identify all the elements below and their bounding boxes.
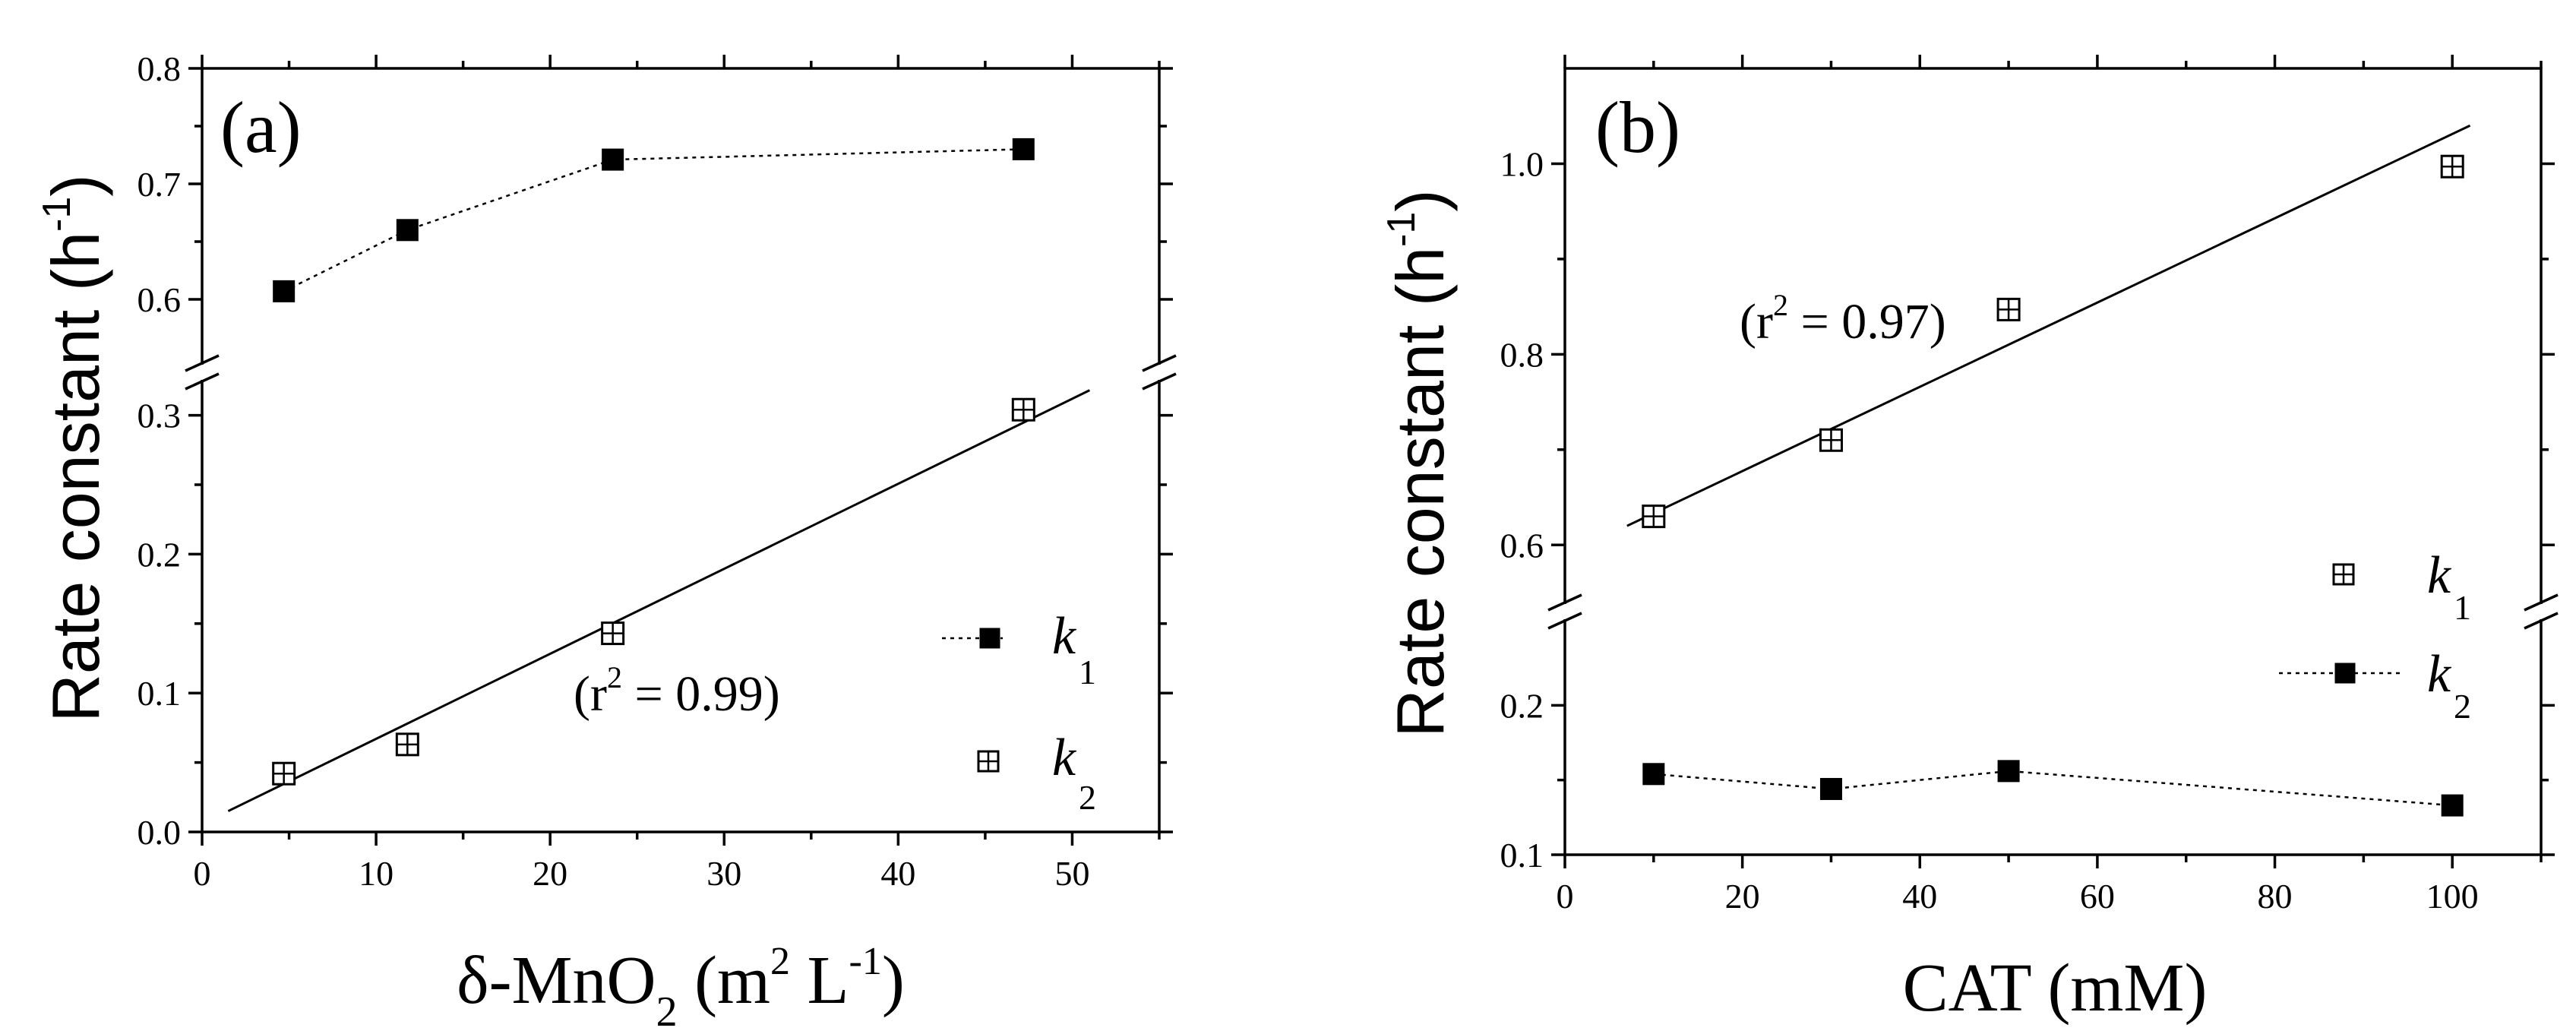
y-tick-label: 0.3 xyxy=(137,397,182,435)
y-tick-label: 0.6 xyxy=(1500,526,1544,565)
axis-break-slash xyxy=(1142,354,1177,372)
point-k1 xyxy=(1819,428,1843,452)
panel-a-r2-annotation: (r2 = 0.99) xyxy=(574,660,780,722)
panel-b-r2-annotation: (r2 = 0.97) xyxy=(1740,288,1946,349)
panel-a-label: (a) xyxy=(220,87,302,168)
x-tick-label: 40 xyxy=(880,854,915,893)
panel-a-axis-break xyxy=(185,354,1177,391)
x-tick-label: 80 xyxy=(2258,877,2293,916)
panel-b-x-ticks: 0 20 40 60 80 100 xyxy=(1557,55,2543,916)
point-k2 xyxy=(1997,760,2020,783)
panel-a-x-ticks: 0 10 20 30 40 50 xyxy=(194,55,1161,893)
x-tick-label: 20 xyxy=(1725,877,1760,916)
axis-break-slash xyxy=(1547,593,1582,612)
legend-b-k1-sub: 1 xyxy=(2454,588,2471,627)
x-tick-label: 10 xyxy=(359,854,394,893)
panel-a-y-ticks: 0.0 0.1 0.2 0.3 0.6 0.7 0.8 xyxy=(137,49,1173,852)
axis-break-slash xyxy=(185,372,220,391)
panel-b-y-axis-title: Rate constant (h-1) xyxy=(1380,189,1458,737)
panel-b-label: (b) xyxy=(1595,87,1680,168)
axis-break-slash xyxy=(2524,593,2559,612)
fit-line xyxy=(227,389,1091,812)
y-tick-label: 0.7 xyxy=(137,165,182,204)
panel-a-lines xyxy=(227,148,1091,812)
point-k2 xyxy=(1819,777,1842,800)
panel-a: 0 10 20 30 40 50 0.0 0.1 0.2 0.3 0.6 0.7 0.8 (a) (r… xyxy=(35,49,1177,1031)
y-tick-label: 1.0 xyxy=(1500,144,1544,183)
panel-b-axis-break xyxy=(1547,593,2559,630)
point-k1 xyxy=(2440,154,2464,179)
y-tick-label: 0.1 xyxy=(137,674,182,713)
axis-break-slash xyxy=(1547,612,1582,630)
panel-b-frame xyxy=(1563,67,2543,856)
panel-a-y-axis-title: Rate constant (h-1) xyxy=(35,174,113,722)
y-tick-label: 0.2 xyxy=(1500,686,1544,725)
fit-line xyxy=(1626,124,2471,527)
y-tick-label: 0.8 xyxy=(1500,335,1544,374)
x-tick-label: 60 xyxy=(2080,877,2115,916)
y-tick-label: 0.2 xyxy=(137,535,182,574)
y-tick-label: 0.8 xyxy=(137,49,182,88)
panel-b: 0 20 40 60 80 100 0.1 0.2 0.6 0.8 1.0 (b) (r2 = 0… xyxy=(1380,55,2559,1026)
point-k1 xyxy=(1996,297,2021,321)
axis-break-gap xyxy=(198,365,207,380)
axis-break-slash xyxy=(185,354,220,372)
series-k2-line xyxy=(1653,770,2453,807)
point-k2 xyxy=(395,732,419,757)
point-k1 xyxy=(602,148,624,171)
panel-a-x-axis-title: δ-MnO2 (m2 L-1) xyxy=(457,940,905,1031)
point-k2 xyxy=(272,761,296,786)
series-k1-line xyxy=(283,148,1024,293)
legend-a-k1-sub: 1 xyxy=(1079,653,1096,691)
axis-break-gap xyxy=(1155,365,1164,380)
x-tick-label: 0 xyxy=(194,854,211,893)
panel-a-legend: k 1 k 2 xyxy=(942,607,1096,817)
y-tick-label: 0.6 xyxy=(137,280,182,319)
point-k1 xyxy=(273,280,296,302)
legend-a-k2-label: k xyxy=(1052,729,1077,787)
legend-b-k1-marker xyxy=(2332,563,2355,586)
axis-break-gap xyxy=(1560,604,1569,619)
point-k2 xyxy=(2441,794,2464,817)
legend-b-k2-sub: 2 xyxy=(2454,687,2471,726)
panel-b-x-axis-title: CAT (mM) xyxy=(1903,950,2208,1026)
point-k2 xyxy=(1011,397,1035,422)
axis-break-slash xyxy=(2524,612,2559,630)
x-tick-label: 0 xyxy=(1557,877,1574,916)
axis-break-gap xyxy=(2536,604,2546,619)
point-k1 xyxy=(396,219,419,242)
panel-b-lines xyxy=(1626,124,2471,807)
point-k2 xyxy=(601,621,625,646)
x-tick-label: 40 xyxy=(1902,877,1937,916)
legend-b-k2-label: k xyxy=(2427,645,2452,704)
panel-a-frame xyxy=(201,67,1161,833)
legend-a-k1-marker xyxy=(979,628,1000,649)
x-tick-label: 100 xyxy=(2426,877,2479,916)
legend-a-k2-marker xyxy=(977,750,1000,773)
y-tick-label: 0.0 xyxy=(137,813,182,852)
y-tick-label: 0.1 xyxy=(1500,836,1544,874)
point-k1 xyxy=(1642,504,1666,529)
legend-a-k1-label: k xyxy=(1052,607,1077,666)
x-tick-label: 20 xyxy=(533,854,567,893)
legend-b-k2-marker xyxy=(2334,663,2356,684)
axis-break-slash xyxy=(1142,372,1177,391)
panel-a-points xyxy=(272,138,1035,786)
panel-b-points xyxy=(1642,154,2464,817)
panel-b-y-ticks: 0.1 0.2 0.6 0.8 1.0 xyxy=(1500,144,2555,874)
legend-b-k1-label: k xyxy=(2427,546,2452,605)
legend-a-k2-sub: 2 xyxy=(1079,778,1096,817)
x-tick-label: 30 xyxy=(706,854,741,893)
point-k2 xyxy=(1642,763,1665,786)
panel-b-legend: k 1 k 2 xyxy=(2279,546,2471,726)
x-tick-label: 50 xyxy=(1054,854,1089,893)
point-k1 xyxy=(1012,138,1035,160)
